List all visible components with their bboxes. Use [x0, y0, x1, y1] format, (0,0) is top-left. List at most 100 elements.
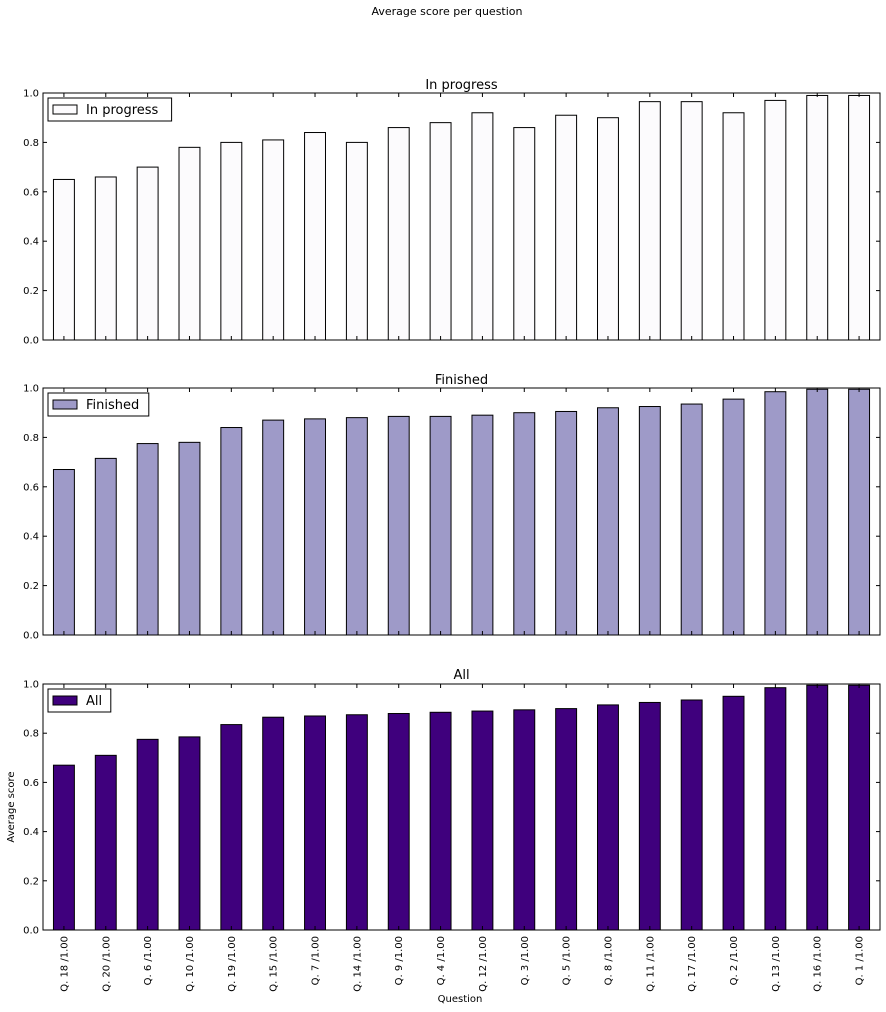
bar [638, 701, 661, 931]
bar [597, 407, 619, 636]
x-tick-label: Q. 12 /1.00 [478, 936, 489, 992]
legend: All [47, 688, 112, 713]
legend-box [47, 392, 150, 417]
bar [680, 101, 703, 341]
bar [387, 713, 410, 931]
bar [94, 754, 117, 931]
x-tick-label: Q. 7 /1.00 [311, 936, 322, 985]
x-tick-label: Q. 5 /1.00 [562, 936, 573, 985]
bar [680, 699, 703, 931]
bar [722, 398, 745, 636]
bar [304, 715, 326, 931]
y-tick-label: 1.0 [23, 384, 39, 395]
bar [387, 415, 410, 636]
y-tick-label: 0.8 [23, 433, 39, 444]
bar [513, 127, 536, 341]
panel-in-progress: 0.0 0.2 0.4 0.6 0.8 1.0 In progress In progress [23, 78, 881, 347]
x-tick-label: Q. 20 /1.00 [101, 936, 112, 992]
figure-title: Average score per question [371, 5, 522, 18]
bar [345, 714, 368, 931]
x-tick-label: Q. 8 /1.00 [603, 936, 614, 985]
y-tick-label: 0.2 [23, 286, 39, 297]
x-axis-label: Question [438, 994, 483, 1005]
x-tick-label: Q. 3 /1.00 [520, 936, 531, 985]
x-tick-label: Q. 16 /1.00 [813, 936, 824, 992]
bar [136, 166, 159, 341]
bar [304, 132, 326, 341]
bar [471, 112, 494, 341]
bar [764, 99, 787, 341]
bar [806, 94, 829, 341]
x-tick-label: Q. 19 /1.00 [227, 936, 238, 992]
y-tick-label: 0.6 [23, 187, 39, 198]
legend-label: All [86, 694, 102, 709]
y-tick-label: 1.0 [23, 89, 39, 100]
bar [52, 764, 75, 931]
axes-frame [42, 387, 881, 636]
bar [555, 708, 578, 931]
legend: In progress [47, 97, 173, 122]
panel-title: All [453, 668, 469, 683]
x-tick-label: Q. 6 /1.00 [143, 936, 154, 985]
legend-label: Finished [86, 398, 139, 413]
x-tick-label: Q. 14 /1.00 [352, 936, 363, 992]
bar [52, 469, 75, 636]
bar [764, 391, 787, 636]
bar [848, 388, 871, 636]
y-tick-label: 0.8 [23, 729, 39, 740]
y-tick-label: 0.0 [23, 336, 39, 347]
legend-box [47, 688, 112, 713]
y-tick-label: 0.4 [23, 532, 39, 543]
bar [387, 127, 410, 341]
bar [680, 403, 703, 636]
bar [178, 441, 201, 636]
bar [513, 412, 536, 636]
bar [429, 711, 452, 931]
axes-frame [42, 92, 881, 341]
bar [471, 414, 494, 636]
bar [429, 122, 452, 341]
legend-label: In progress [86, 103, 159, 118]
y-tick-label: 0.6 [23, 778, 39, 789]
bar [806, 388, 829, 636]
legend-swatch [52, 104, 78, 115]
bar [262, 419, 285, 636]
bar [806, 684, 829, 931]
y-axis-label: Average score [6, 771, 17, 842]
bar [848, 94, 871, 341]
panel-all: 0.0 0.2 0.4 0.6 0.8 1.0 Q. 18 /1.00 Q. 20 /1.00… [23, 668, 881, 992]
x-tick-label: Q. 18 /1.00 [59, 936, 70, 992]
bar [220, 724, 243, 931]
y-tick-label: 0.6 [23, 482, 39, 493]
bar [136, 443, 159, 636]
bar [764, 687, 787, 931]
x-tick-label: Q. 15 /1.00 [269, 936, 280, 992]
bar [638, 101, 661, 341]
x-tick-label: Q. 9 /1.00 [394, 936, 405, 985]
bar [220, 141, 243, 341]
y-tick-label: 0.2 [23, 876, 39, 887]
bar [597, 704, 619, 931]
y-tick-label: 1.0 [23, 680, 39, 691]
y-tick-label: 0.0 [23, 631, 39, 642]
y-tick-label: 0.2 [23, 581, 39, 592]
bar [429, 415, 452, 636]
x-tick-label: Q. 13 /1.00 [771, 936, 782, 992]
bar [178, 146, 201, 341]
bar [94, 457, 117, 636]
bar [304, 418, 326, 636]
bar [220, 427, 243, 636]
bar [638, 406, 661, 636]
legend: Finished [47, 392, 150, 417]
bar [555, 410, 578, 636]
x-tick-label: Q. 10 /1.00 [185, 936, 196, 992]
bar [262, 716, 285, 931]
y-tick-label: 0.8 [23, 138, 39, 149]
legend-swatch [52, 399, 78, 410]
panels: 0.0 0.2 0.4 0.6 0.8 1.0 In progress In progress… [23, 78, 881, 992]
y-tick-label: 0.4 [23, 827, 39, 838]
bar [722, 112, 745, 341]
bar [262, 139, 285, 341]
y-tick-label: 0.0 [23, 926, 39, 937]
